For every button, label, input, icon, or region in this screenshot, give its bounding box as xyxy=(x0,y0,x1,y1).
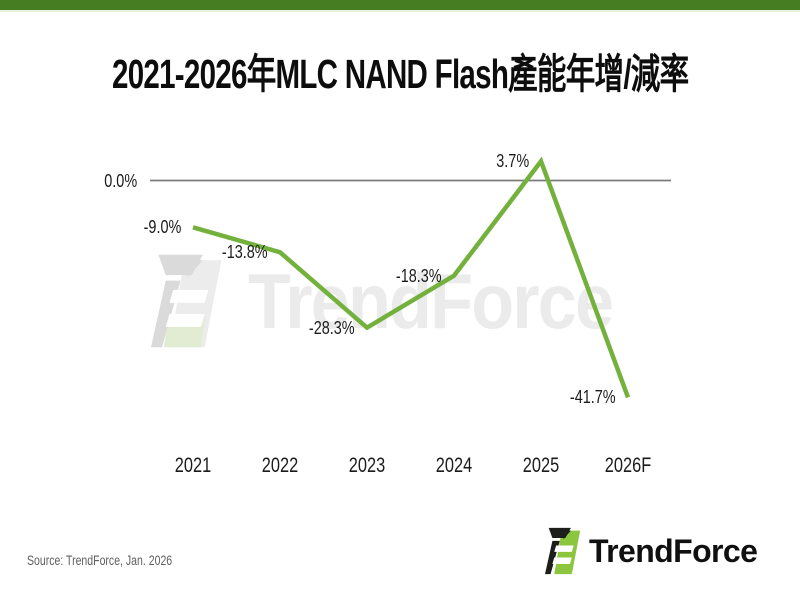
x-axis-label: 2022 xyxy=(261,454,299,477)
watermark-text: TrendForce xyxy=(248,257,614,345)
trendforce-watermark: TrendForce xyxy=(150,251,653,351)
trendforce-logo: TrendForce xyxy=(545,526,758,576)
value-label: -41.7% xyxy=(570,386,616,408)
x-axis-label: 2024 xyxy=(435,454,473,477)
x-axis-label: 2023 xyxy=(348,454,386,477)
trendforce-logo-icon xyxy=(545,527,581,575)
value-label: -13.8% xyxy=(222,241,268,263)
value-label: -28.3% xyxy=(309,316,355,338)
top-accent-bar xyxy=(0,0,800,12)
chart-title: 2021-2026年MLC NAND Flash產能年增/減率 xyxy=(112,51,689,97)
trendforce-logo-text: TrendForce xyxy=(589,532,758,569)
x-axis-label: 2026F xyxy=(604,454,652,477)
value-label: 3.7% xyxy=(496,150,529,172)
x-axis-label: 2021 xyxy=(174,454,212,477)
x-axis-label: 2025 xyxy=(522,454,560,477)
source-caption: Source: TrendForce, Jan. 2026 xyxy=(27,553,173,568)
value-label: -18.3% xyxy=(396,264,442,286)
value-label: -9.0% xyxy=(143,216,181,238)
trendforce-watermark-icon xyxy=(150,254,222,348)
zero-baseline-label: 0.0% xyxy=(104,169,137,191)
capacity-growth-line xyxy=(192,156,631,399)
